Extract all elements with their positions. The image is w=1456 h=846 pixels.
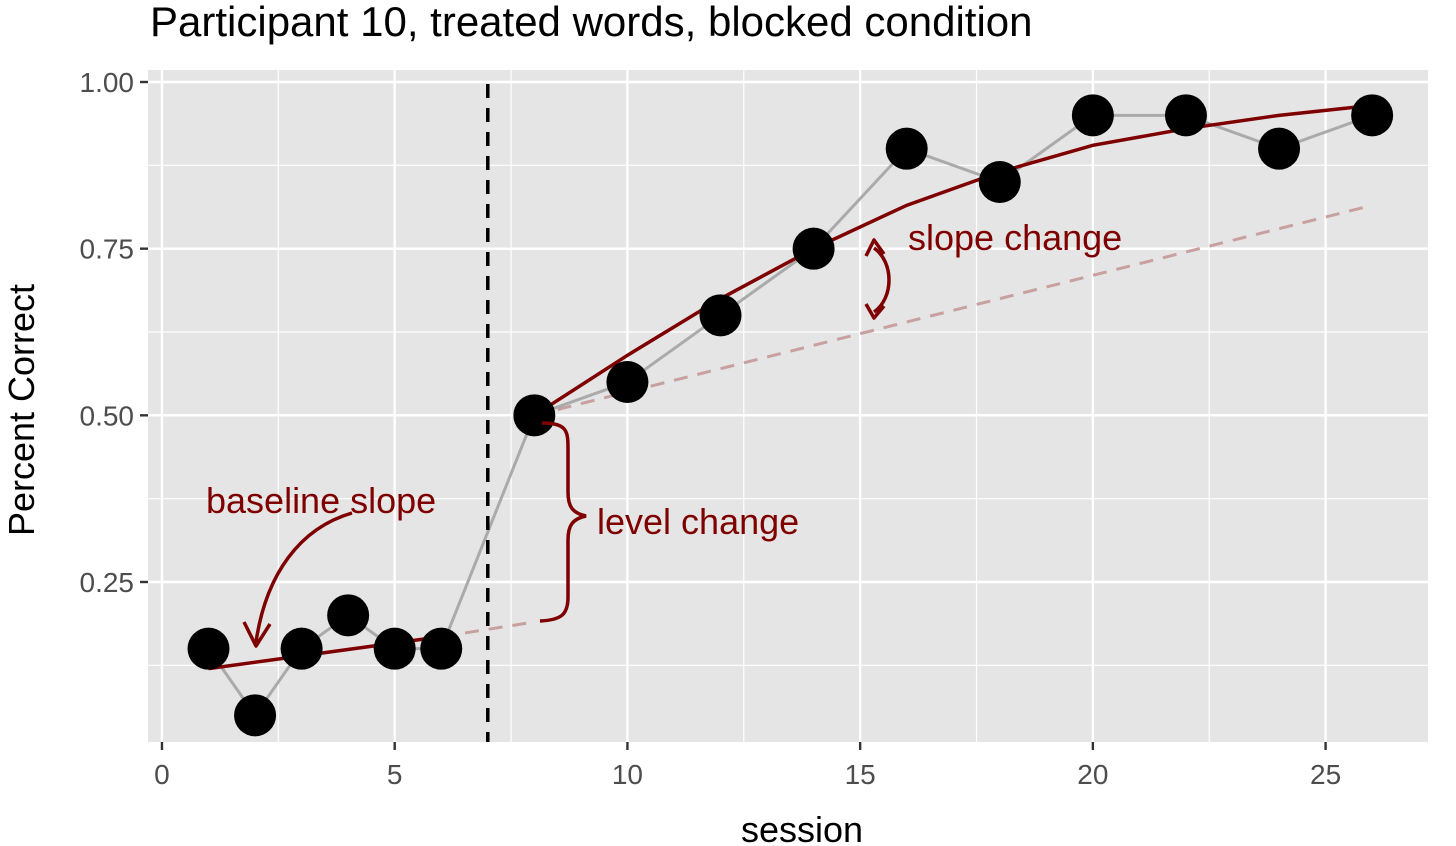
data-point — [1258, 127, 1301, 170]
baseline-slope-arrowhead — [242, 621, 272, 648]
data-point — [885, 127, 928, 170]
y-tick-label: 0.25 — [80, 567, 135, 598]
data-point — [1164, 94, 1207, 137]
data-point — [513, 394, 556, 437]
level-change-brace — [539, 421, 587, 623]
annotation-level-change: level change — [597, 501, 799, 542]
annotation-baseline-slope: baseline slope — [206, 480, 436, 521]
x-tick-label: 25 — [1310, 759, 1341, 790]
chart-title: Participant 10, treated words, blocked c… — [150, 0, 1033, 45]
annotation-slope-change: slope change — [908, 217, 1122, 258]
slope-change-arrow — [872, 246, 891, 314]
data-point — [280, 627, 323, 670]
data-point — [373, 627, 416, 670]
data-point — [978, 161, 1021, 203]
data-connector-polyline — [207, 113, 1373, 718]
treatment-fit-curve — [533, 103, 1373, 417]
x-tick-label: 0 — [154, 759, 170, 790]
minor-gridlines — [148, 70, 1428, 742]
major-gridlines — [148, 70, 1428, 742]
annotation-shapes — [242, 238, 891, 648]
y-tick-label: 0.75 — [80, 234, 135, 265]
data-point — [187, 627, 230, 670]
data-points — [187, 94, 1394, 737]
x-tick-label: 20 — [1077, 759, 1108, 790]
x-tick-label: 15 — [845, 759, 876, 790]
baseline-slope-arrow — [254, 511, 353, 643]
projection-lines — [441, 203, 1373, 639]
data-point — [420, 627, 463, 670]
plot-panel — [148, 70, 1428, 742]
data-point — [1351, 94, 1394, 137]
x-axis-title: session — [741, 809, 863, 846]
data-point — [699, 294, 742, 337]
data-connector-line — [207, 113, 1373, 718]
baseline-projection-line — [441, 620, 535, 639]
y-tick-label: 1.00 — [80, 67, 135, 98]
y-tick-label: 0.50 — [80, 400, 135, 431]
axes: 0 5 10 15 20 25 0.25 0.50 0.75 1.00 — [80, 67, 1342, 790]
slope-change-arrowhead-bottom — [864, 303, 886, 320]
x-tick-label: 10 — [612, 759, 643, 790]
data-point — [327, 594, 370, 637]
data-point — [792, 227, 835, 270]
data-point — [1071, 94, 1114, 137]
x-tick-label: 5 — [387, 759, 403, 790]
y-axis-title: Percent Correct — [1, 284, 42, 536]
data-point — [234, 694, 277, 737]
slope-change-arrowhead-top — [864, 238, 886, 257]
data-point — [606, 361, 649, 403]
